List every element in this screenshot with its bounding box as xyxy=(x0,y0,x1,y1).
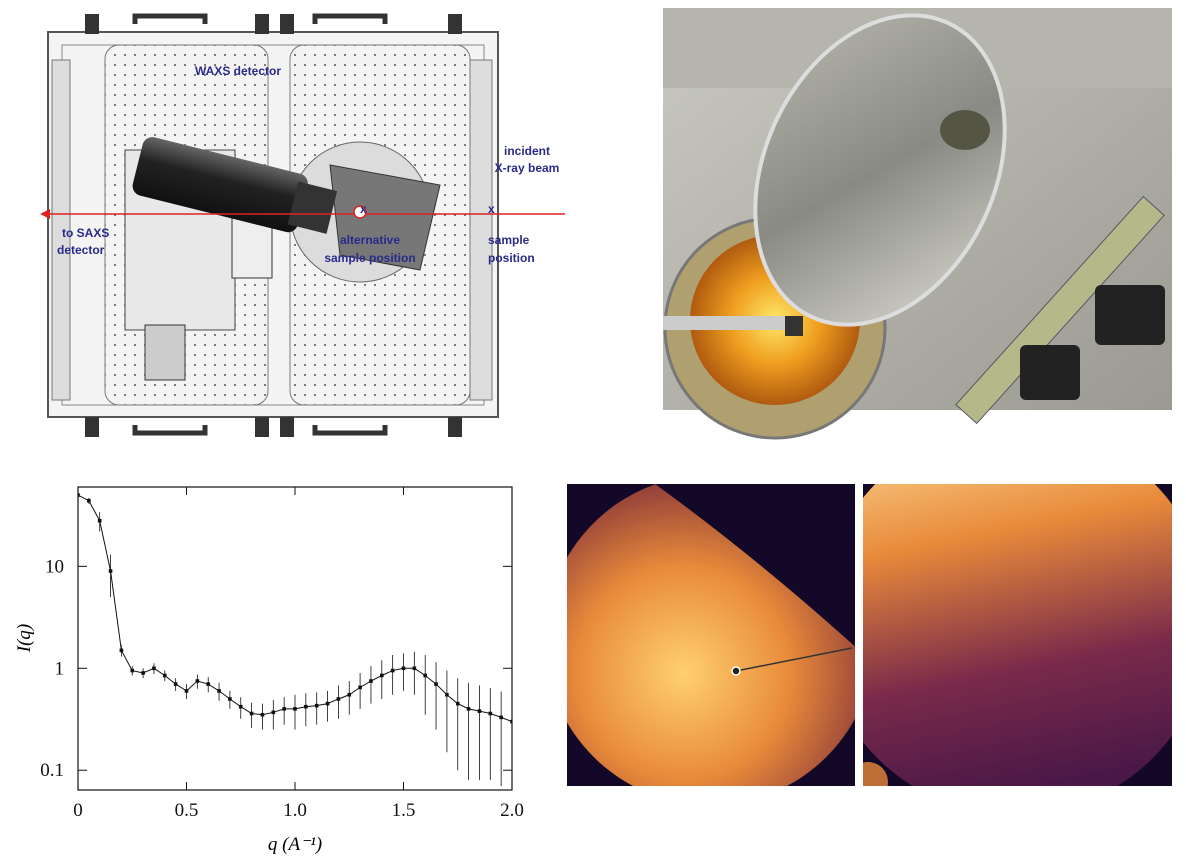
figure: WAXS detector incidentX-ray beam to SAXS… xyxy=(0,0,1186,866)
data-point xyxy=(120,649,124,653)
data-layer xyxy=(76,493,514,801)
data-point xyxy=(347,693,351,697)
data-point xyxy=(196,679,200,683)
data-point xyxy=(499,716,503,720)
data-point xyxy=(76,493,80,497)
y-tick-label: 0.1 xyxy=(40,760,64,781)
marker: x xyxy=(360,202,367,216)
data-point xyxy=(467,707,471,711)
data-point xyxy=(282,707,286,711)
data-point xyxy=(434,682,438,686)
data-point xyxy=(272,711,276,715)
plot: q (A⁻¹) I(q) 0 0.5 1.0 1.5 2.0 0.1 1 10 xyxy=(14,487,524,855)
data-point xyxy=(206,682,210,686)
data-point xyxy=(402,666,406,670)
y-tick-label: 1 xyxy=(55,658,65,679)
x-tick-label: 0 xyxy=(73,800,83,821)
data-point xyxy=(239,705,243,709)
data-point xyxy=(445,693,449,697)
data-point xyxy=(510,720,514,724)
data-point xyxy=(174,682,178,686)
data-point xyxy=(228,697,232,701)
data-point xyxy=(380,674,384,678)
y-tick-label: 10 xyxy=(45,556,64,577)
data-point xyxy=(163,674,167,678)
x-tick-label: 2.0 xyxy=(500,800,524,821)
data-point xyxy=(337,697,341,701)
data-point xyxy=(98,519,102,523)
x-tick-label: 1.0 xyxy=(283,800,307,821)
data-point xyxy=(358,686,362,690)
photo xyxy=(663,0,1172,438)
data-point xyxy=(391,669,395,673)
data-point xyxy=(326,702,330,706)
data-point xyxy=(304,705,308,709)
data-point xyxy=(315,704,319,708)
waxs-label: WAXS detector xyxy=(195,64,281,78)
data-point xyxy=(413,666,417,670)
data-point xyxy=(130,669,134,673)
data-point xyxy=(489,712,493,716)
data-point xyxy=(87,499,91,503)
data-point xyxy=(261,713,265,717)
data-point xyxy=(109,569,113,573)
data-point xyxy=(369,679,373,683)
x-tick-label: 0.5 xyxy=(175,800,199,821)
data-point xyxy=(423,674,427,678)
marker: x xyxy=(488,202,495,216)
data-point xyxy=(185,689,189,693)
x-axis-label: q (A⁻¹) xyxy=(268,834,322,855)
data-point xyxy=(152,666,156,670)
detector-images xyxy=(545,425,1186,815)
data-point xyxy=(250,712,254,716)
data-point xyxy=(141,671,145,675)
data-point xyxy=(217,689,221,693)
x-tick-label: 1.5 xyxy=(392,800,416,821)
data-point xyxy=(293,707,297,711)
data-point xyxy=(456,702,460,706)
y-axis-label: I(q) xyxy=(14,624,35,653)
data-point xyxy=(478,709,482,713)
